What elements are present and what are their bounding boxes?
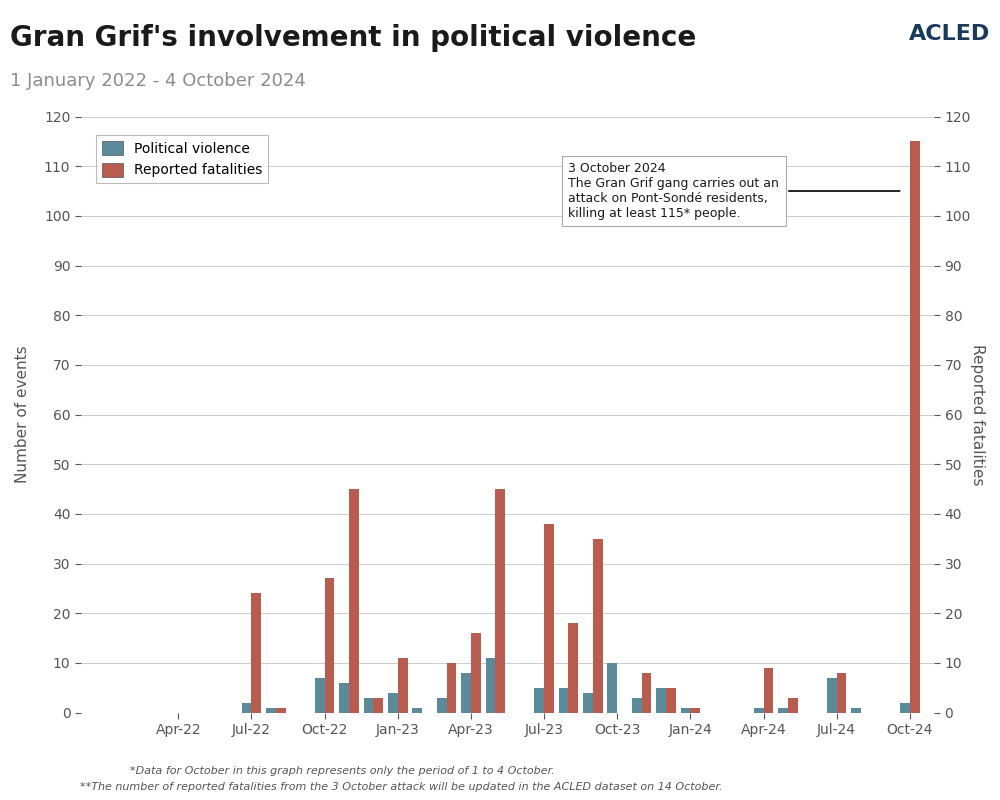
Text: 1 January 2022 - 4 October 2024: 1 January 2022 - 4 October 2024 [10,72,306,90]
Bar [412,708,422,713]
Bar [764,668,773,713]
Bar [364,698,373,713]
Bar [447,663,456,713]
Bar [827,678,837,713]
Bar [325,578,334,713]
Bar [266,708,276,713]
Bar [437,698,447,713]
Bar [276,708,286,713]
Bar [642,673,651,713]
Bar [398,658,408,713]
Bar [559,688,568,713]
Bar [349,489,359,713]
Bar [837,673,846,713]
Text: **The number of reported fatalities from the 3 October attack will be updated in: **The number of reported fatalities from… [80,782,722,792]
Bar [251,594,261,713]
Y-axis label: Reported fatalities: Reported fatalities [970,344,985,486]
Text: 3 October 2024
The Gran Grif gang carries out an
attack on Pont-Sondé residents,: 3 October 2024 The Gran Grif gang carrie… [568,162,900,220]
Bar [339,682,349,713]
Y-axis label: Number of events: Number of events [15,346,30,483]
Text: *Data for October in this graph represents only the period of 1 to 4 October.: *Data for October in this graph represen… [130,766,555,776]
Bar [373,698,383,713]
Bar [242,702,251,713]
Bar [471,633,481,713]
Bar [388,693,398,713]
Bar [910,142,920,713]
Text: ACLED: ACLED [909,24,990,44]
Bar [788,698,798,713]
Text: Gran Grif's involvement in political violence: Gran Grif's involvement in political vio… [10,24,696,52]
Bar [315,678,325,713]
Bar [607,663,617,713]
Bar [568,623,578,713]
Bar [495,489,505,713]
Bar [900,702,910,713]
Bar [461,673,471,713]
Bar [593,538,603,713]
Bar [851,708,861,713]
Bar [656,688,666,713]
Bar [681,708,690,713]
Bar [486,658,495,713]
Bar [632,698,642,713]
Bar [754,708,764,713]
Bar [778,708,788,713]
Bar [690,708,700,713]
Bar [583,693,593,713]
Bar [666,688,676,713]
Bar [534,688,544,713]
Bar [544,524,554,713]
Legend: Political violence, Reported fatalities: Political violence, Reported fatalities [96,135,268,183]
